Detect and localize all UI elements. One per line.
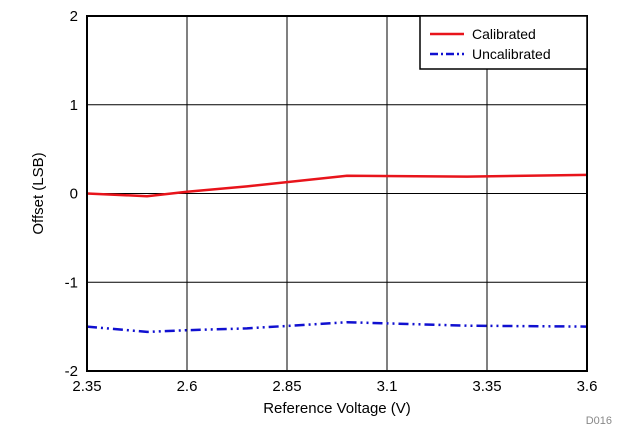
y-tick-label-0: 2 [70, 8, 78, 25]
y-tick-labels: 2 1 0 -1 -2 [65, 8, 78, 380]
series-lines [86, 173, 588, 334]
legend-box [419, 15, 588, 70]
x-tick-label-5: 3.6 [577, 378, 598, 395]
x-tick-label-3: 3.1 [377, 378, 398, 395]
series-line-calibrated [86, 173, 588, 198]
x-tick-label-0: 2.35 [72, 378, 101, 395]
x-axis-label: Reference Voltage (V) [263, 400, 411, 417]
series-line-uncalibrated [86, 320, 588, 334]
figure-id-label: D016 [586, 415, 612, 427]
y-tick-label-2: 0 [70, 186, 78, 203]
legend: Calibrated Uncalibrated [419, 15, 588, 70]
legend-label-calibrated: Calibrated [472, 26, 536, 42]
y-tick-label-4: -2 [65, 363, 78, 380]
legend-label-uncalibrated: Uncalibrated [472, 46, 551, 62]
y-tick-label-3: -1 [65, 274, 78, 291]
plot-frame [86, 15, 588, 372]
x-tick-labels: 2.35 2.6 2.85 3.1 3.35 3.6 [72, 378, 597, 395]
y-axis-label: Offset (LSB) [30, 152, 47, 234]
x-tick-label-4: 3.35 [472, 378, 501, 395]
y-tick-label-1: 1 [70, 97, 78, 114]
x-tick-label-1: 2.6 [177, 378, 198, 395]
x-tick-label-2: 2.85 [272, 378, 301, 395]
